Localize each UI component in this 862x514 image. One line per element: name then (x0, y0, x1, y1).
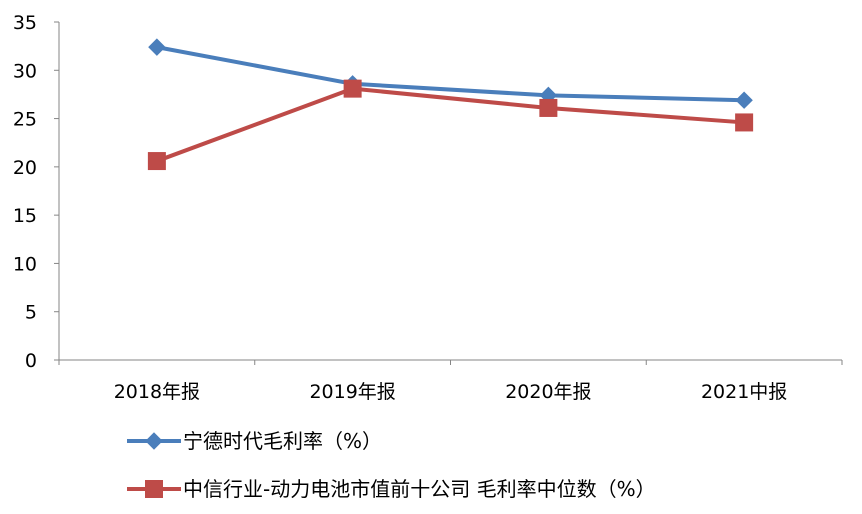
y-tick-label: 0 (25, 350, 37, 372)
y-tick-label: 10 (13, 253, 37, 275)
series-line (156, 45, 745, 103)
data-point (343, 79, 362, 98)
x-tick-label: 2021中报 (701, 381, 787, 403)
x-tick-label: 2019年报 (309, 381, 395, 403)
y-tick-label: 35 (13, 12, 37, 34)
legend-item: 中信行业-动力电池市值前十公司 毛利率中位数（%） (127, 477, 656, 501)
series-2 (147, 79, 754, 171)
data-point (147, 152, 166, 171)
legend-label: 宁德时代毛利率（%） (183, 429, 382, 453)
data-point (735, 113, 754, 132)
legend-label: 中信行业-动力电池市值前十公司 毛利率中位数（%） (183, 477, 656, 501)
y-tick-label: 30 (13, 60, 37, 82)
axes (58, 22, 842, 361)
series-layer (147, 38, 754, 171)
y-tick-label: 25 (13, 109, 37, 131)
y-tick-label: 15 (13, 205, 37, 227)
y-tick-label: 5 (25, 302, 37, 324)
legend-marker (145, 480, 163, 498)
data-point (539, 98, 558, 117)
series-line (156, 86, 745, 163)
legend-item: 宁德时代毛利率（%） (127, 429, 382, 453)
x-ticks: 2018年报 2019年报 2020年报 2021中报 (58, 360, 843, 403)
y-tick-label: 20 (13, 157, 37, 179)
x-tick-label: 2018年报 (114, 381, 200, 403)
data-point (148, 38, 166, 56)
data-point (735, 91, 753, 109)
x-tick-label: 2020年报 (505, 381, 591, 403)
legend: 宁德时代毛利率（%） 中信行业-动力电池市值前十公司 毛利率中位数（%） (127, 429, 656, 501)
legend-marker (145, 432, 163, 450)
y-ticks: 0 5 10 15 20 25 30 35 (13, 12, 59, 372)
